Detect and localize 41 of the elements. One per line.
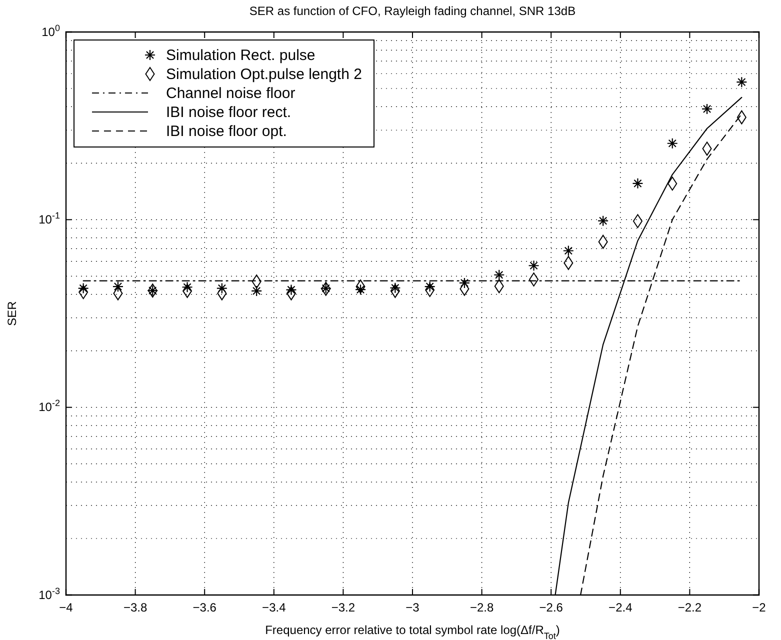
x-tick-label: −3.8 bbox=[123, 600, 148, 615]
legend-label: Channel noise floor bbox=[166, 85, 296, 102]
point bbox=[251, 285, 262, 297]
point bbox=[494, 269, 505, 280]
x-tick-label: −3.2 bbox=[331, 600, 356, 615]
x-tick-label: −3.4 bbox=[262, 600, 286, 615]
point bbox=[562, 245, 574, 256]
point bbox=[458, 277, 470, 289]
point bbox=[216, 282, 228, 294]
y-axis-title: SER bbox=[5, 300, 19, 326]
x-tick-label: −2.4 bbox=[608, 600, 633, 615]
legend-label: IBI noise floor rect. bbox=[166, 104, 292, 121]
y-tick-label: 10$^{0}$ bbox=[42, 22, 60, 39]
point bbox=[112, 281, 124, 292]
point bbox=[354, 284, 366, 296]
x-tick-label: −3 bbox=[406, 600, 420, 615]
y-tick-label: 10$^{-2}$ bbox=[38, 398, 60, 414]
point bbox=[182, 282, 193, 293]
point bbox=[736, 76, 748, 88]
point bbox=[632, 178, 644, 189]
x-tick-label: −2 bbox=[752, 600, 766, 615]
point bbox=[528, 260, 540, 272]
x-tick-label: −4 bbox=[59, 600, 74, 615]
chart-title: SER as function of CFO, Rayleigh fading channel, SNR 13dB bbox=[249, 4, 576, 18]
point bbox=[424, 281, 436, 292]
point bbox=[701, 103, 713, 115]
point bbox=[390, 282, 401, 294]
x-tick-label: −2.8 bbox=[470, 600, 494, 615]
point bbox=[666, 138, 678, 149]
x-tick-label: −2.6 bbox=[539, 600, 564, 615]
point bbox=[78, 282, 89, 294]
legend-label: IBI noise floor opt. bbox=[166, 123, 287, 140]
x-axis-title: Frequency error relative to total symbol rate log(Δf/R$_{Tot}$) bbox=[265, 623, 560, 640]
point bbox=[286, 284, 297, 296]
y-tick-label: 10$^{-1}$ bbox=[38, 210, 60, 227]
x-tick-label: −2.2 bbox=[678, 600, 702, 615]
legend-label: Simulation Rect. pulse bbox=[166, 47, 316, 64]
y-tick-label: 10$^{-3}$ bbox=[38, 586, 60, 602]
point bbox=[598, 215, 609, 226]
legend-label: Simulation Opt.pulse length 2 bbox=[166, 66, 362, 83]
x-tick-label: −3.6 bbox=[192, 600, 217, 615]
